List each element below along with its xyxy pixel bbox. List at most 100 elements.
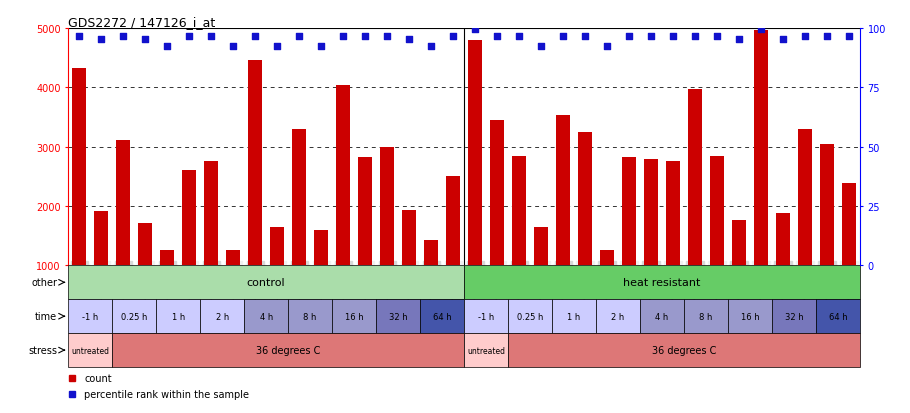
Text: 64 h: 64 h (829, 312, 847, 321)
Bar (842, 184, 856, 325)
Bar (138, 223, 152, 325)
Text: 64 h: 64 h (433, 312, 451, 321)
Text: untreated: untreated (71, 346, 109, 355)
Bar (534, 227, 548, 325)
Text: count: count (84, 373, 112, 383)
Point (468, 27, 482, 33)
Point (842, 33, 856, 40)
Text: 32 h: 32 h (784, 312, 804, 321)
Bar (732, 221, 746, 325)
Bar (600, 250, 614, 325)
Text: 0.25 h: 0.25 h (517, 312, 543, 321)
Bar (112, 299, 157, 333)
Text: control: control (247, 278, 286, 287)
Bar (464, 266, 860, 299)
Bar (446, 176, 460, 325)
Point (424, 43, 439, 50)
Bar (336, 86, 350, 325)
Bar (684, 299, 728, 333)
Bar (160, 251, 175, 325)
Bar (468, 41, 482, 325)
Point (643, 33, 658, 40)
Bar (200, 299, 244, 333)
Bar (68, 299, 112, 333)
Bar (666, 161, 680, 325)
Text: 36 degrees C: 36 degrees C (652, 345, 716, 355)
Bar (157, 299, 200, 333)
Bar (622, 157, 636, 325)
Text: other: other (31, 278, 57, 287)
Bar (182, 171, 197, 325)
Point (248, 33, 262, 40)
Point (578, 33, 592, 40)
Bar (332, 299, 376, 333)
Point (622, 33, 636, 40)
Bar (226, 250, 240, 325)
Text: 36 degrees C: 36 degrees C (256, 345, 320, 355)
Bar (508, 299, 552, 333)
Point (490, 33, 504, 40)
Text: 16 h: 16 h (345, 312, 363, 321)
Bar (728, 299, 772, 333)
Point (798, 33, 813, 40)
Bar (380, 148, 394, 325)
Bar (248, 61, 262, 325)
Bar (424, 241, 439, 325)
Bar (244, 299, 288, 333)
Bar (644, 160, 658, 325)
Bar (578, 133, 592, 325)
Bar (464, 299, 508, 333)
Text: heat resistant: heat resistant (623, 278, 701, 287)
Text: 8 h: 8 h (303, 312, 317, 321)
Point (226, 43, 240, 50)
Point (379, 33, 394, 40)
Bar (552, 299, 596, 333)
Bar (204, 161, 218, 325)
Text: 2 h: 2 h (216, 312, 228, 321)
Bar (820, 144, 834, 325)
Bar (68, 333, 112, 367)
Text: time: time (35, 311, 57, 321)
Text: 4 h: 4 h (259, 312, 273, 321)
Bar (420, 299, 464, 333)
Point (336, 33, 350, 40)
Bar (753, 31, 768, 325)
Bar (464, 333, 508, 367)
Point (600, 43, 614, 50)
Bar (556, 116, 571, 325)
Point (72, 33, 86, 40)
Bar (596, 299, 640, 333)
Bar (376, 299, 420, 333)
Point (358, 33, 372, 40)
Point (666, 33, 681, 40)
Bar (508, 333, 860, 367)
Point (314, 43, 329, 50)
Text: percentile rank within the sample: percentile rank within the sample (84, 389, 249, 399)
Point (446, 33, 460, 40)
Text: 1 h: 1 h (568, 312, 581, 321)
Bar (358, 158, 372, 325)
Point (182, 33, 197, 40)
Text: 8 h: 8 h (699, 312, 713, 321)
Bar (688, 90, 703, 325)
Text: 4 h: 4 h (655, 312, 669, 321)
Bar (512, 156, 526, 325)
Bar (314, 231, 329, 325)
Text: GDS2272 / 147126_i_at: GDS2272 / 147126_i_at (68, 16, 216, 29)
Bar (116, 140, 130, 325)
Point (204, 33, 218, 40)
Text: -1 h: -1 h (82, 312, 98, 321)
Point (138, 36, 153, 43)
Bar (798, 130, 812, 325)
Point (688, 33, 703, 40)
Text: 32 h: 32 h (389, 312, 408, 321)
Bar (816, 299, 860, 333)
Point (270, 43, 285, 50)
Bar (288, 299, 332, 333)
Text: 0.25 h: 0.25 h (121, 312, 147, 321)
Point (556, 33, 571, 40)
Point (511, 33, 526, 40)
Bar (772, 299, 816, 333)
Point (292, 33, 307, 40)
Bar (490, 121, 504, 325)
